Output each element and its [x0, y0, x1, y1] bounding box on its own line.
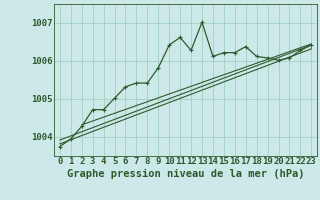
X-axis label: Graphe pression niveau de la mer (hPa): Graphe pression niveau de la mer (hPa) [67, 169, 304, 179]
